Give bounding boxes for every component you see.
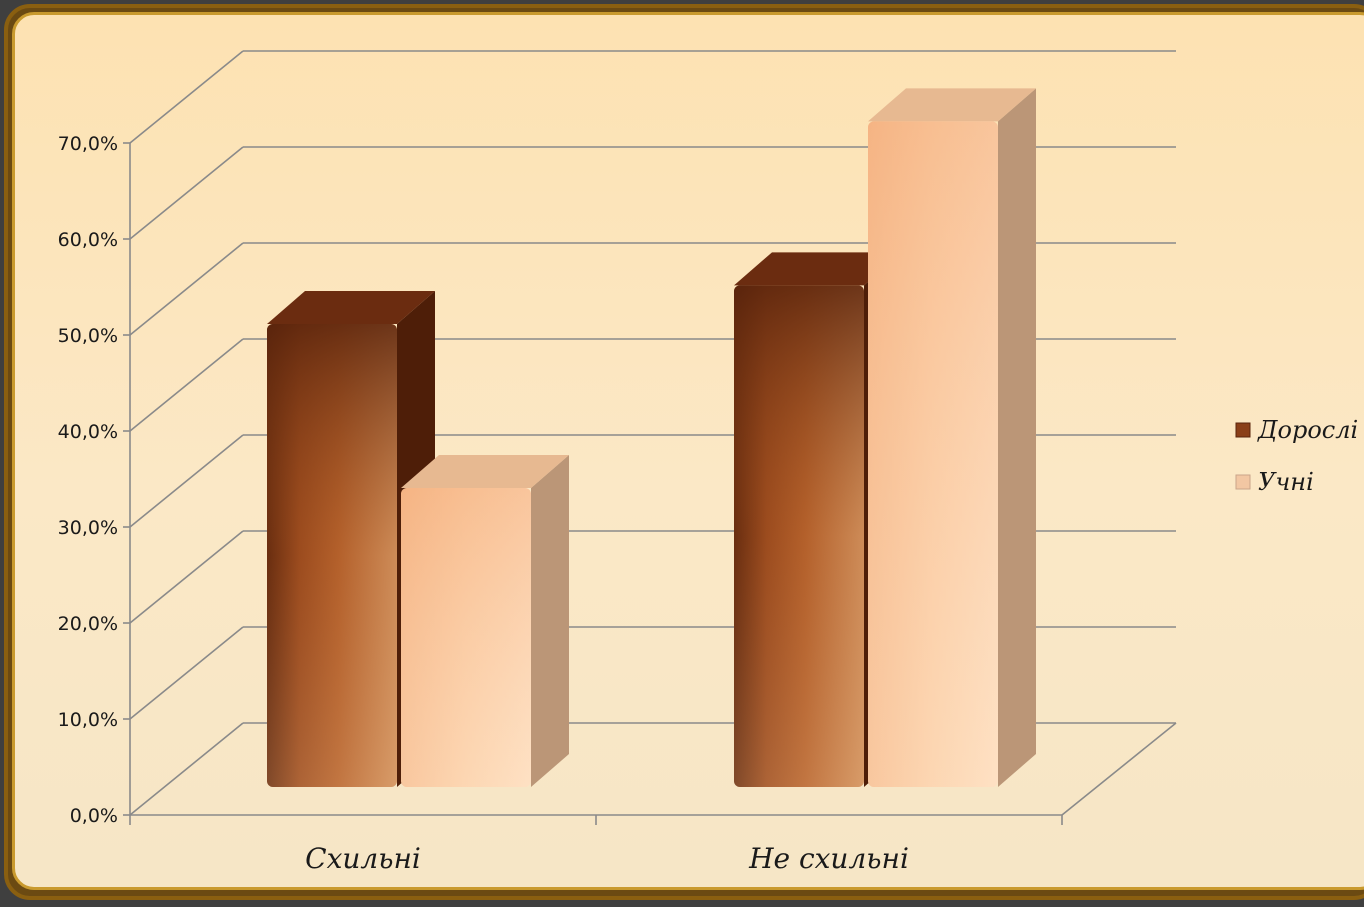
label-layer: 0,0% 10,0% 20,0% 30,0% 40,0% 50,0% 60,0% 70,0% С… [58, 133, 909, 875]
gridline-side [129, 338, 244, 432]
gridline-side [129, 434, 244, 528]
legend-label: Учні [1258, 468, 1314, 496]
gridline-side [129, 626, 244, 720]
bar-front-shade [734, 285, 864, 787]
gridline-side [129, 242, 244, 336]
y-tick-label: 20,0% [58, 613, 118, 635]
gridline-side [129, 50, 244, 144]
x-category-label: Схильні [305, 842, 421, 875]
y-tick-label: 70,0% [58, 133, 118, 155]
y-tick-label: 60,0% [58, 229, 118, 251]
bar-front-shade [401, 487, 531, 787]
legend-label: Дорослі [1257, 416, 1358, 444]
legend-swatch [1235, 474, 1251, 490]
bar-side [998, 88, 1036, 787]
bar-front-shade [267, 323, 397, 787]
y-tick-label: 10,0% [58, 709, 118, 731]
x-category-label: Не схильні [748, 842, 909, 875]
bar-top [267, 290, 435, 324]
bar-top [401, 454, 569, 488]
gridline-side [129, 530, 244, 624]
gridline-side [129, 722, 244, 816]
legend: Дорослі Учні [1235, 416, 1358, 496]
gridline-side [129, 146, 244, 240]
floor-edge [1061, 722, 1177, 816]
axis-layer [123, 142, 1063, 825]
legend-swatch [1235, 422, 1251, 438]
bar-front-shade [868, 121, 998, 787]
bar-0-1 [401, 454, 569, 787]
y-tick-label: 30,0% [58, 517, 118, 539]
bar-1-1 [868, 88, 1036, 787]
y-tick-label: 40,0% [58, 421, 118, 443]
y-tick-label: 0,0% [70, 805, 118, 827]
bar-top [868, 88, 1036, 122]
bar-top [734, 252, 902, 286]
y-tick-label: 50,0% [58, 325, 118, 347]
bar-layer [267, 88, 1036, 788]
bar-side [531, 454, 569, 787]
chart-background [12, 12, 1364, 890]
